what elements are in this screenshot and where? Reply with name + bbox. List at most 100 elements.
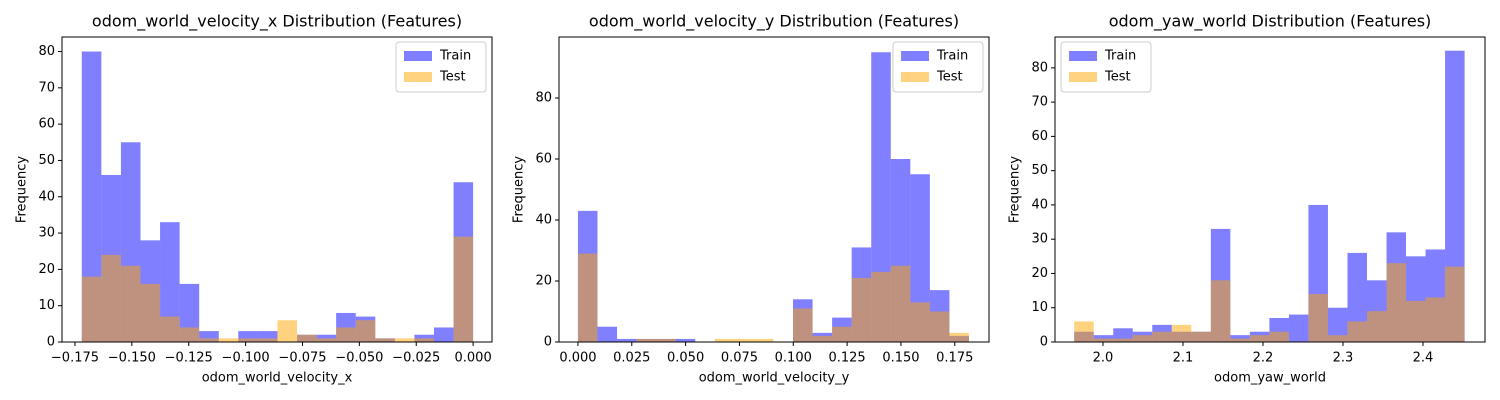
y-tick-label: 80: [38, 44, 55, 59]
histogram-bar: [949, 332, 969, 342]
histogram-bar: [597, 326, 618, 342]
y-tick-label: 20: [38, 262, 55, 277]
histogram-bar: [734, 338, 754, 342]
histogram-bar: [1113, 338, 1133, 342]
histogram-bar: [336, 327, 356, 342]
histogram-bar: [1327, 335, 1348, 342]
x-tick-label: 0.000: [455, 351, 492, 366]
histogram-bar: [636, 338, 657, 342]
chart-title: odom_yaw_world Distribution (Features): [1109, 12, 1432, 32]
y-axis-label: Frequency: [512, 156, 527, 223]
histogram-bar: [120, 265, 141, 342]
histogram-bar: [871, 52, 891, 342]
x-tick-label: 0.000: [559, 351, 596, 366]
legend-swatch: [404, 72, 432, 82]
x-tick-label: 0.050: [667, 351, 704, 366]
histogram-bar: [851, 277, 872, 342]
histogram-bar: [675, 338, 696, 342]
x-tick-label: 2.1: [1173, 351, 1194, 366]
histogram-bar: [1152, 331, 1172, 342]
histogram-bar: [238, 338, 258, 342]
y-tick-label: 80: [535, 91, 552, 106]
histogram-bar: [140, 283, 161, 342]
histogram-bar: [433, 327, 454, 342]
y-tick-label: 60: [535, 152, 552, 167]
histogram-bar: [1347, 321, 1367, 342]
chart-title: odom_world_velocity_x Distribution (Feat…: [92, 12, 462, 32]
y-tick-label: 70: [1031, 95, 1048, 110]
histogram-bar: [199, 338, 219, 342]
histogram-bar: [617, 338, 637, 342]
histogram-bar: [910, 302, 930, 342]
histogram-bar: [160, 222, 180, 342]
histogram-bar: [714, 338, 735, 342]
y-axis-label: Frequency: [15, 156, 30, 223]
x-tick-label: 0.100: [775, 351, 812, 366]
y-tick-label: 50: [38, 153, 55, 168]
legend-swatch: [901, 72, 929, 82]
y-tick-label: 0: [1040, 335, 1048, 350]
histogram-bar: [1132, 335, 1153, 342]
y-tick-label: 80: [1031, 60, 1048, 75]
histogram-bar: [1171, 324, 1192, 342]
histogram-bar: [1386, 263, 1407, 342]
x-tick-label: 0.025: [613, 351, 650, 366]
y-tick-label: 40: [38, 189, 55, 204]
legend-label: Train: [439, 49, 471, 64]
legend-label: Train: [1104, 49, 1136, 64]
histogram-bar: [160, 316, 180, 342]
histogram-bar: [81, 276, 102, 342]
histogram-bar: [218, 338, 239, 342]
histogram-bar: [1191, 331, 1211, 342]
histogram-bar: [1074, 321, 1094, 342]
y-tick-label: 30: [1031, 232, 1048, 247]
y-tick-label: 40: [1031, 197, 1048, 212]
chart-title: odom_world_velocity_y Distribution (Feat…: [589, 12, 959, 32]
axes-frame: [558, 36, 990, 343]
histogram-bar: [257, 338, 278, 342]
subplot: odom_yaw_world Distribution (Features) od…: [1008, 12, 1486, 386]
histogram-bar: [1288, 314, 1309, 342]
histogram-bar: [1347, 252, 1367, 342]
x-axis-label: odom_world_velocity_y: [699, 371, 850, 386]
histogram-bar: [1308, 294, 1328, 342]
histogram-bar: [871, 271, 891, 342]
histogram-bar: [753, 338, 774, 342]
histogram-bar: [656, 338, 676, 342]
histogram-bar: [1425, 297, 1446, 342]
y-tick-label: 70: [38, 80, 55, 95]
x-tick-label: 2.4: [1413, 351, 1434, 366]
histogram-bar: [81, 51, 102, 343]
histogram-bar: [394, 338, 415, 342]
x-tick-label: 0.150: [882, 351, 919, 366]
y-tick-label: 40: [535, 213, 552, 228]
subplot: odom_world_velocity_x Distribution (Feat…: [15, 12, 493, 386]
histogram-bar: [277, 320, 298, 342]
x-tick-label: 2.2: [1253, 351, 1274, 366]
x-tick-label: −0.075: [278, 351, 326, 366]
histogram-bar: [793, 308, 813, 342]
x-tick-label: 0.075: [721, 351, 758, 366]
x-tick-label: −0.025: [392, 351, 440, 366]
histogram-bar: [910, 174, 930, 342]
legend-label: Train: [936, 49, 968, 64]
histogram-bar: [832, 326, 852, 342]
histogram-bar: [1445, 266, 1465, 342]
y-axis-label: Frequency: [1008, 156, 1023, 223]
histogram-bar: [355, 320, 376, 342]
subplot: odom_world_velocity_y Distribution (Feat…: [512, 12, 990, 386]
x-tick-label: −0.050: [335, 351, 383, 366]
histogram-bar: [238, 331, 258, 342]
histogram-bar: [453, 236, 474, 342]
histogram-bar: [316, 338, 337, 342]
histogram-bar: [199, 331, 219, 342]
axes-frame: [61, 36, 493, 343]
histogram-bar: [812, 335, 833, 342]
histogram-bar: [1210, 280, 1231, 342]
x-axis-label: odom_yaw_world: [1214, 371, 1326, 386]
histogram-bar: [1093, 338, 1114, 342]
x-tick-label: −0.175: [51, 351, 99, 366]
axes-frame: [1054, 36, 1486, 343]
x-tick-label: −0.125: [165, 351, 213, 366]
